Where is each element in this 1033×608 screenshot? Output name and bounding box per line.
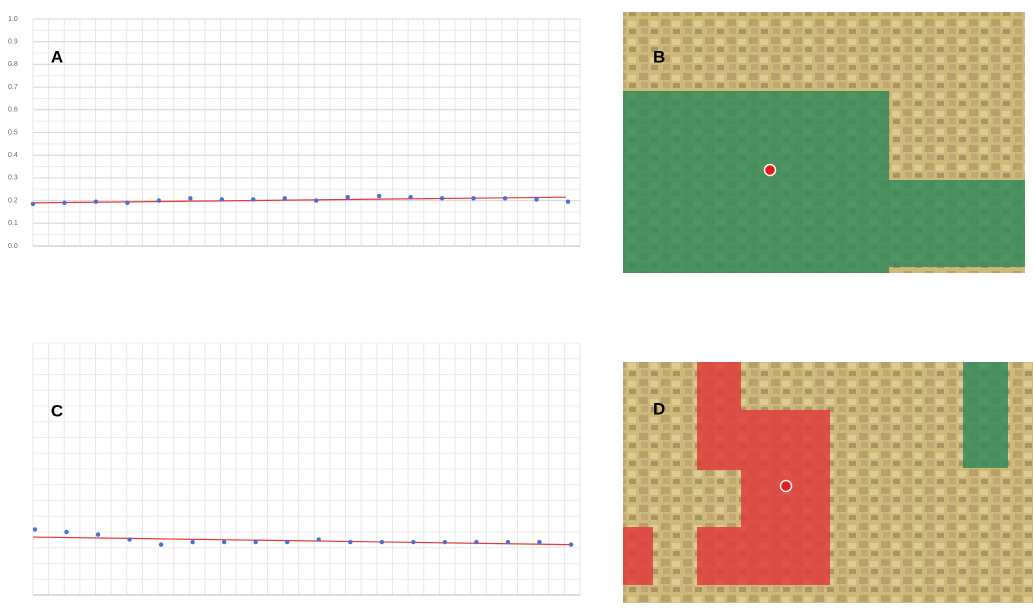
point xyxy=(254,540,258,544)
point xyxy=(188,196,192,200)
point xyxy=(94,200,98,204)
point xyxy=(222,540,226,544)
point xyxy=(377,194,381,198)
point xyxy=(62,201,66,205)
panel-label: D xyxy=(653,399,665,418)
y-tick-label: 0.1 xyxy=(8,220,18,227)
point xyxy=(159,542,163,546)
chart: C xyxy=(33,343,580,595)
point xyxy=(443,540,447,544)
map-b: B xyxy=(623,12,1025,273)
point xyxy=(125,201,129,205)
point xyxy=(314,198,318,202)
panel-label: C xyxy=(51,401,63,420)
point xyxy=(317,537,321,541)
y-tick-label: 0.0 xyxy=(8,243,18,250)
y-tick-label: 0.4 xyxy=(8,152,18,159)
point xyxy=(31,202,35,206)
trendline xyxy=(33,537,569,545)
y-tick-label: 1.0 xyxy=(8,16,18,23)
point xyxy=(506,540,510,544)
point xyxy=(285,540,289,544)
green-zone xyxy=(963,362,1008,468)
y-tick-label: 0.7 xyxy=(8,84,18,91)
point xyxy=(534,197,538,201)
point xyxy=(440,196,444,200)
point xyxy=(348,540,352,544)
y-tick-label: 0.6 xyxy=(8,107,18,114)
point xyxy=(190,540,194,544)
point xyxy=(283,196,287,200)
point xyxy=(220,197,224,201)
point xyxy=(64,530,68,534)
location-dot xyxy=(765,165,776,176)
y-tick-label: 0.5 xyxy=(8,129,18,136)
point xyxy=(569,542,573,546)
panel-label: A xyxy=(51,47,63,66)
location-dot xyxy=(781,481,792,492)
y-tick-label: 0.2 xyxy=(8,197,18,204)
point xyxy=(380,540,384,544)
point xyxy=(566,200,570,204)
chart: 0.0 0.1 0.2 0.3 0.4 0.5 0.6 0.7 0.8 0.9 1.0 A xyxy=(8,16,580,250)
y-tick-label: 0.3 xyxy=(8,175,18,182)
map-d: D xyxy=(623,362,1033,603)
point xyxy=(157,198,161,202)
point xyxy=(96,532,100,536)
point xyxy=(33,527,37,531)
point xyxy=(471,196,475,200)
point xyxy=(346,195,350,199)
panel-label: B xyxy=(653,47,665,66)
point xyxy=(411,540,415,544)
figure: B D 0.0 0.1 0.2 0.3 0.4 0.5 0.6 0.7 0.8 0.9 1.0 A C xyxy=(0,0,1033,603)
point xyxy=(474,540,478,544)
point xyxy=(503,196,507,200)
y-tick-label: 0.9 xyxy=(8,39,18,46)
point xyxy=(537,540,541,544)
point xyxy=(408,195,412,199)
red-zone xyxy=(623,527,653,585)
y-tick-label: 0.8 xyxy=(8,61,18,68)
point xyxy=(251,197,255,201)
point xyxy=(127,537,131,541)
